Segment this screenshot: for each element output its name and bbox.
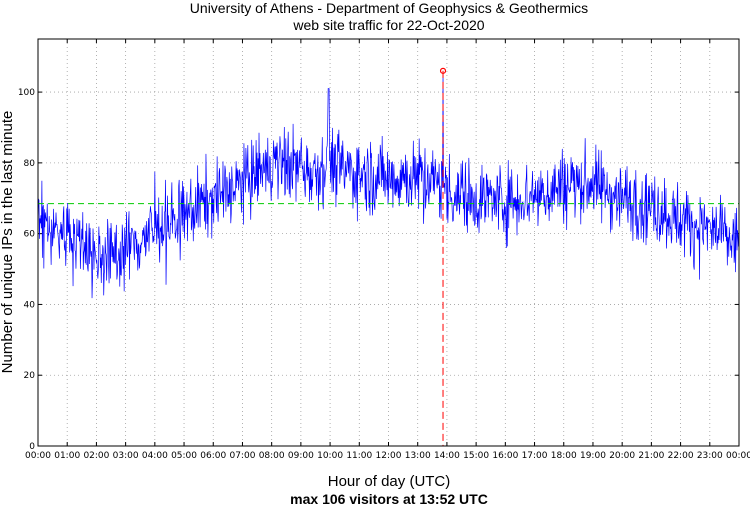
series-line-unique-ips — [37, 70, 739, 299]
x-tick-label: 14:00 — [434, 451, 460, 461]
x-tick-label: 00:00 — [25, 451, 51, 461]
y-tick-label: 80 — [24, 159, 36, 169]
peak-summary: max 106 visitors at 13:52 UTC — [290, 491, 488, 507]
grid-lines — [38, 39, 739, 446]
x-tick-label: 03:00 — [113, 451, 139, 461]
y-tick-label: 40 — [24, 300, 36, 310]
x-tick-label: 13:00 — [405, 451, 431, 461]
x-tick-label: 09:00 — [288, 451, 314, 461]
chart-title: University of Athens - Department of Geo… — [190, 0, 588, 16]
x-tick-label: 00:00 — [726, 451, 750, 461]
x-tick-label: 04:00 — [142, 451, 168, 461]
x-tick-label: 05:00 — [171, 451, 197, 461]
y-tick-label: 60 — [24, 230, 36, 240]
x-tick-label: 15:00 — [463, 451, 489, 461]
x-tick-label: 20:00 — [609, 451, 635, 461]
x-tick-label: 11:00 — [346, 451, 372, 461]
x-tick-label: 18:00 — [551, 451, 577, 461]
x-tick-label: 06:00 — [200, 451, 226, 461]
x-tick-label: 16:00 — [492, 451, 518, 461]
x-tick-label: 08:00 — [259, 451, 285, 461]
plot-area — [38, 39, 739, 446]
chart-subtitle: web site traffic for 22-Oct-2020 — [292, 17, 484, 33]
x-tick-label: 02:00 — [83, 451, 109, 461]
x-axis-label: Hour of day (UTC) — [328, 473, 451, 490]
y-tick-label: 0 — [29, 442, 35, 452]
axis-ticks: 00:00 01:00 02:00 03:00 04:00 05:00 06:00 07:00… — [18, 39, 750, 461]
x-tick-label: 19:00 — [580, 451, 606, 461]
x-tick-label: 01:00 — [54, 451, 80, 461]
x-tick-label: 23:00 — [697, 451, 723, 461]
y-tick-label: 100 — [18, 88, 35, 98]
x-tick-label: 22:00 — [668, 451, 694, 461]
x-tick-label: 10:00 — [317, 451, 343, 461]
y-tick-label: 20 — [24, 371, 36, 381]
x-tick-label: 21:00 — [638, 451, 664, 461]
data-traces — [37, 67, 739, 446]
x-tick-label: 17:00 — [522, 451, 548, 461]
x-tick-label: 12:00 — [376, 451, 402, 461]
x-tick-label: 07:00 — [229, 451, 255, 461]
plot-frame — [37, 38, 740, 447]
y-axis-label: Number of unique IPs in the last minute — [0, 111, 16, 374]
peak-marker — [439, 67, 447, 74]
